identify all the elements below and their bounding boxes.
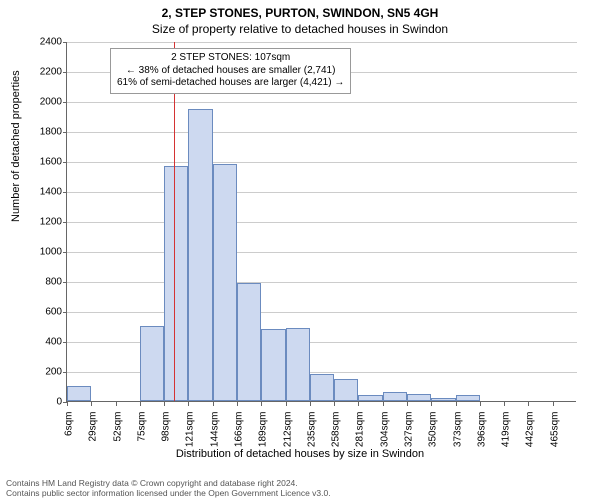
gridline xyxy=(67,282,577,283)
xtick-mark xyxy=(358,402,359,406)
histogram-bar xyxy=(188,109,212,402)
gridline xyxy=(67,132,577,133)
annotation-line-1: 2 STEP STONES: 107sqm xyxy=(117,52,344,65)
y-axis-label: Number of detached properties xyxy=(10,70,22,222)
xtick-mark xyxy=(116,402,117,406)
ytick-mark xyxy=(63,192,67,193)
annotation-line-2: ← 38% of detached houses are smaller (2,… xyxy=(117,65,344,78)
histogram-bar xyxy=(67,386,91,401)
histogram-bar xyxy=(261,329,285,401)
histogram-bar xyxy=(383,392,407,401)
ytick-mark xyxy=(63,252,67,253)
xtick-mark xyxy=(237,402,238,406)
ytick-label: 2400 xyxy=(2,37,62,48)
ytick-mark xyxy=(63,72,67,73)
ytick-label: 0 xyxy=(2,397,62,408)
ytick-mark xyxy=(63,162,67,163)
xtick-mark xyxy=(286,402,287,406)
gridline xyxy=(67,252,577,253)
xtick-mark xyxy=(504,402,505,406)
histogram-bar xyxy=(213,164,237,401)
ytick-label: 800 xyxy=(2,277,62,288)
xtick-mark xyxy=(67,402,68,406)
gridline xyxy=(67,192,577,193)
xtick-mark xyxy=(164,402,165,406)
xtick-mark xyxy=(213,402,214,406)
xtick-mark xyxy=(553,402,554,406)
ytick-label: 600 xyxy=(2,307,62,318)
ytick-mark xyxy=(63,372,67,373)
ytick-label: 1400 xyxy=(2,187,62,198)
chart-container: 2, STEP STONES, PURTON, SWINDON, SN5 4GH… xyxy=(0,0,600,500)
ytick-label: 200 xyxy=(2,367,62,378)
histogram-bar xyxy=(310,374,334,401)
histogram-bar xyxy=(164,166,188,402)
footer-line-2: Contains public sector information licen… xyxy=(6,488,331,498)
footer-line-1: Contains HM Land Registry data © Crown c… xyxy=(6,478,331,488)
xtick-mark xyxy=(528,402,529,406)
ytick-label: 2200 xyxy=(2,67,62,78)
xtick-mark xyxy=(407,402,408,406)
histogram-bar xyxy=(407,394,431,402)
ytick-mark xyxy=(63,222,67,223)
gridline xyxy=(67,42,577,43)
xtick-mark xyxy=(334,402,335,406)
chart-region: 6sqm29sqm52sqm75sqm98sqm121sqm144sqm166s… xyxy=(66,42,576,402)
ytick-label: 1600 xyxy=(2,157,62,168)
ytick-mark xyxy=(63,282,67,283)
footer-attribution: Contains HM Land Registry data © Crown c… xyxy=(6,478,331,498)
gridline xyxy=(67,162,577,163)
xtick-mark xyxy=(480,402,481,406)
xtick-mark xyxy=(431,402,432,406)
xtick-mark xyxy=(456,402,457,406)
chart-title-sub: Size of property relative to detached ho… xyxy=(0,20,600,36)
gridline xyxy=(67,312,577,313)
x-axis-label: Distribution of detached houses by size … xyxy=(0,448,600,460)
ytick-label: 2000 xyxy=(2,97,62,108)
histogram-bar xyxy=(140,326,164,401)
ytick-label: 1800 xyxy=(2,127,62,138)
ytick-label: 400 xyxy=(2,337,62,348)
plot-area: 6sqm29sqm52sqm75sqm98sqm121sqm144sqm166s… xyxy=(66,42,576,402)
ytick-mark xyxy=(63,42,67,43)
histogram-bar xyxy=(286,328,310,402)
xtick-mark xyxy=(310,402,311,406)
ytick-label: 1000 xyxy=(2,247,62,258)
histogram-bar xyxy=(358,395,382,401)
ytick-mark xyxy=(63,102,67,103)
reference-line xyxy=(174,42,176,401)
xtick-mark xyxy=(383,402,384,406)
ytick-mark xyxy=(63,312,67,313)
gridline xyxy=(67,222,577,223)
annotation-line-3: 61% of semi-detached houses are larger (… xyxy=(117,77,344,90)
histogram-bar xyxy=(456,395,480,401)
ytick-mark xyxy=(63,342,67,343)
ytick-mark xyxy=(63,132,67,133)
xtick-mark xyxy=(91,402,92,406)
histogram-bar xyxy=(237,283,261,402)
chart-title-main: 2, STEP STONES, PURTON, SWINDON, SN5 4GH xyxy=(0,0,600,20)
gridline xyxy=(67,102,577,103)
xtick-mark xyxy=(188,402,189,406)
ytick-label: 1200 xyxy=(2,217,62,228)
xtick-mark xyxy=(140,402,141,406)
annotation-box: 2 STEP STONES: 107sqm ← 38% of detached … xyxy=(110,48,351,94)
histogram-bar xyxy=(334,379,358,402)
histogram-bar xyxy=(431,398,455,401)
xtick-mark xyxy=(261,402,262,406)
